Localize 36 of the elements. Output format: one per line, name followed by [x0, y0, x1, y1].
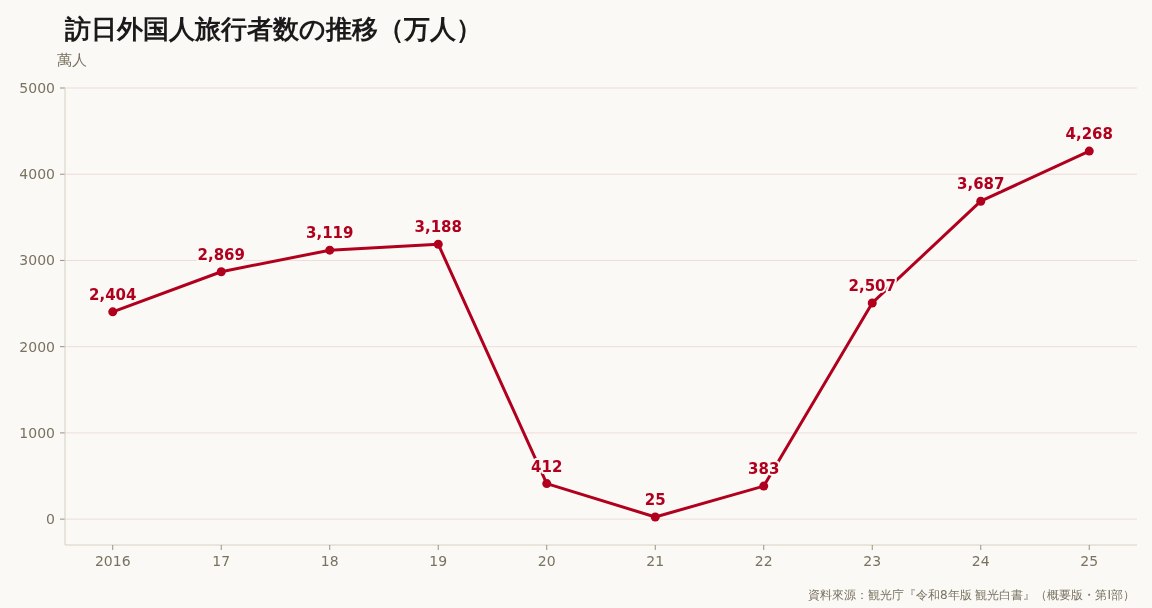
- point: [1084, 146, 1094, 156]
- point: [325, 245, 335, 255]
- point: [433, 239, 443, 249]
- point: [759, 481, 769, 491]
- y-tick-label: 2000: [19, 338, 55, 355]
- data-label: 3,687: [957, 175, 1005, 194]
- x-tick-label: 23: [863, 553, 882, 569]
- y-tick-label: 4000: [19, 166, 55, 183]
- point: [976, 196, 986, 206]
- data-label: 3,119: [306, 224, 354, 243]
- source-note: 資料來源：観光庁『令和8年版 観光白書』（概要版・第I部）: [808, 588, 1135, 602]
- x-tick-label: 20: [537, 553, 556, 569]
- x-tick-label: 19: [429, 553, 448, 569]
- y-tick-label: 3000: [19, 252, 55, 269]
- y-tick-label: 0: [46, 511, 55, 528]
- point: [867, 298, 877, 308]
- y-tick-label: 5000: [19, 80, 55, 96]
- x-tick-label: 17: [212, 553, 231, 569]
- data-label: 2,869: [197, 245, 245, 264]
- x-tick-label: 24: [971, 553, 990, 569]
- title: 訪日外国人旅行者数の推移（万人）: [65, 14, 482, 44]
- data-label: 3,188: [414, 218, 462, 237]
- x-tick-label: 18: [320, 553, 339, 569]
- point: [650, 512, 660, 522]
- ylabel: 萬人: [57, 51, 87, 69]
- data-label: 4,268: [1065, 125, 1113, 144]
- y-tick-label: 1000: [19, 424, 55, 441]
- point: [108, 307, 118, 317]
- data-label: 25: [644, 490, 666, 509]
- x-tick-label: 25: [1080, 553, 1099, 569]
- point: [216, 267, 226, 277]
- x-tick-label: 22: [754, 553, 773, 569]
- x-tick-label: 21: [646, 553, 665, 569]
- point: [542, 479, 552, 489]
- data-label: 2,404: [89, 285, 137, 304]
- x-tick-label: 2016: [94, 553, 131, 569]
